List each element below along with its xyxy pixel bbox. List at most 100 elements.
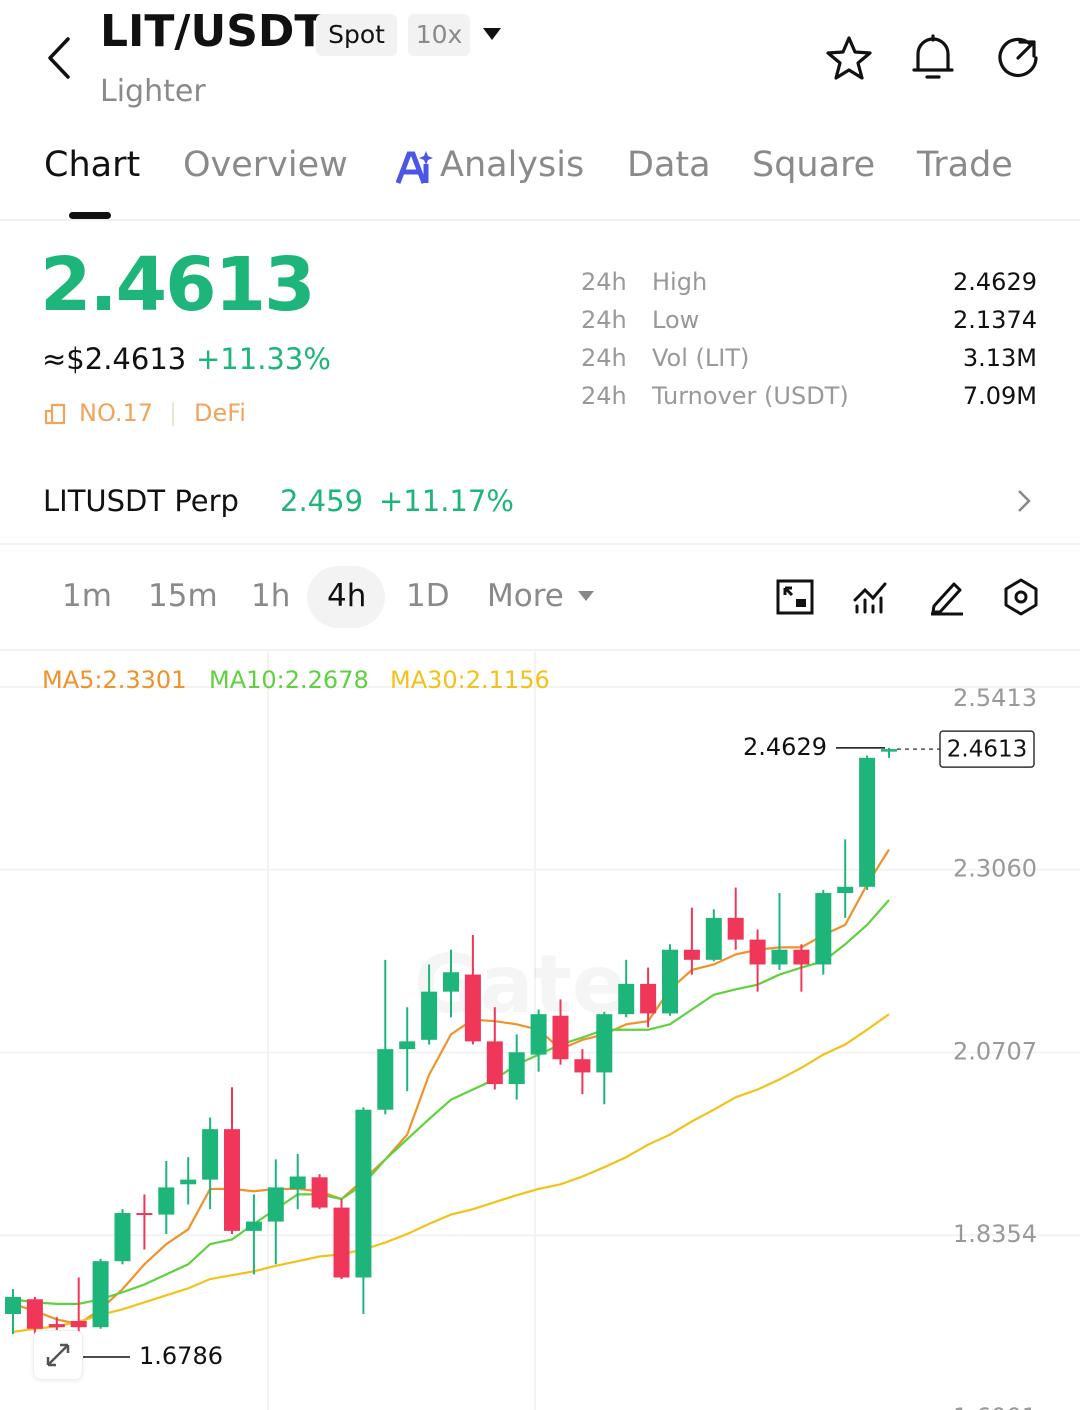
- candle-body: [26, 1299, 43, 1329]
- rank[interactable]: NO.17: [79, 399, 154, 427]
- fullscreen-button[interactable]: [33, 1330, 83, 1380]
- candle-body: [640, 983, 657, 1014]
- candle-body: [815, 893, 832, 965]
- settings[interactable]: [1003, 578, 1039, 616]
- candle-body: [114, 1213, 131, 1262]
- interval[interactable]: 1D: [406, 578, 450, 614]
- candle-body: [48, 1324, 65, 1328]
- last-price: 2.4613: [40, 242, 316, 328]
- y-tick-label: 1.6001: [953, 1403, 1037, 1410]
- sector-tag[interactable]: DeFi: [194, 399, 246, 427]
- stat-period: 24h: [581, 382, 627, 410]
- stat-value: 2.1374: [953, 306, 1037, 334]
- candle-body: [245, 1221, 262, 1231]
- interval[interactable]: More: [487, 578, 564, 614]
- candle-body: [837, 886, 854, 894]
- stat-period: 24h: [581, 344, 627, 372]
- token-name: Lighter: [100, 74, 206, 109]
- candle-body: [377, 1049, 394, 1110]
- dropdown[interactable]: [481, 26, 503, 42]
- divider: [172, 402, 174, 426]
- ai-icon: [396, 151, 433, 184]
- ma-line: [12, 1013, 890, 1333]
- chart-type[interactable]: [776, 579, 814, 615]
- draw[interactable]: [928, 578, 966, 616]
- candle-body: [771, 949, 788, 965]
- tab[interactable]: Overview: [183, 145, 348, 185]
- badge[interactable]: 10x: [408, 14, 470, 56]
- candle-body: [289, 1176, 306, 1189]
- legend-label: MA10:2.2678: [209, 666, 369, 694]
- indicators[interactable]: [852, 580, 888, 614]
- last-price-box: [939, 730, 1035, 768]
- divider: [0, 219, 1080, 221]
- interval[interactable]: 4h: [327, 578, 367, 614]
- rank-icon: [44, 403, 66, 425]
- ma-line: [12, 899, 890, 1305]
- candle-body: [618, 983, 635, 1015]
- stat-period: 24h: [581, 268, 627, 296]
- candle-body: [508, 1052, 525, 1085]
- tab[interactable]: Analysis: [440, 145, 585, 185]
- stat-value: 3.13M: [962, 344, 1037, 372]
- candle-body: [881, 749, 897, 752]
- candle-body: [70, 1320, 87, 1328]
- legend-label: MA30:2.1156: [390, 666, 550, 694]
- stat-label: Low: [652, 306, 700, 334]
- last-price-label: 2.4613: [947, 737, 1027, 763]
- candle-body: [464, 974, 481, 1042]
- perp-change: +11.17%: [379, 484, 514, 518]
- candle-body: [859, 757, 876, 887]
- candle-body: [224, 1129, 240, 1231]
- alert[interactable]: [910, 32, 956, 84]
- candle-body: [552, 1015, 569, 1060]
- badge: Spot: [316, 14, 397, 56]
- divider: [0, 649, 1080, 651]
- y-tick-label: 1.8354: [953, 1220, 1037, 1248]
- candle-body: [311, 1177, 328, 1208]
- candle-body: [683, 949, 700, 960]
- stat-label: High: [652, 268, 708, 296]
- stat-period: 24h: [581, 306, 627, 334]
- candle-body: [443, 972, 459, 992]
- candle-body: [749, 939, 766, 965]
- stat-value: 2.4629: [953, 268, 1037, 296]
- stat-label: Vol (LIT): [652, 344, 750, 372]
- stat-value: 7.09M: [962, 382, 1037, 410]
- interval[interactable]: 1h: [251, 578, 291, 614]
- interval[interactable]: 1m: [62, 578, 112, 614]
- chevron[interactable]: [1015, 488, 1033, 514]
- candle-body: [180, 1179, 197, 1185]
- min-label: 1.6786: [139, 1342, 223, 1370]
- ma-line: [12, 848, 890, 1326]
- candle-body: [574, 1059, 591, 1073]
- symbol: LIT/USDT: [100, 6, 325, 57]
- y-tick-label: 2.5413: [953, 684, 1037, 712]
- favorite[interactable]: [824, 34, 874, 82]
- candle-body: [355, 1109, 372, 1278]
- interval-highlight: [307, 566, 385, 628]
- candle-body: [5, 1296, 21, 1314]
- tab[interactable]: Chart: [44, 145, 141, 185]
- divider: [0, 543, 1080, 545]
- back-button[interactable]: [40, 35, 76, 81]
- stat-label: Turnover (USDT): [652, 382, 849, 410]
- y-tick-label: 2.0707: [953, 1037, 1037, 1065]
- candle-body: [727, 917, 744, 940]
- perp-name[interactable]: LITUSDT Perp: [43, 484, 239, 518]
- candle-body: [399, 1041, 416, 1050]
- interval[interactable]: 15m: [148, 578, 218, 614]
- candle-body: [158, 1187, 175, 1215]
- share[interactable]: [994, 34, 1042, 82]
- candle-body: [596, 1014, 613, 1073]
- tab[interactable]: Square: [752, 145, 876, 185]
- candle-body: [662, 949, 678, 1014]
- tab-indicator: [69, 212, 111, 219]
- dropdown[interactable]: [577, 589, 595, 603]
- tab[interactable]: Data: [627, 145, 711, 185]
- fiat-price: ≈$2.4613: [42, 342, 187, 376]
- candle-body: [202, 1129, 219, 1180]
- tab[interactable]: Trade: [917, 145, 1013, 185]
